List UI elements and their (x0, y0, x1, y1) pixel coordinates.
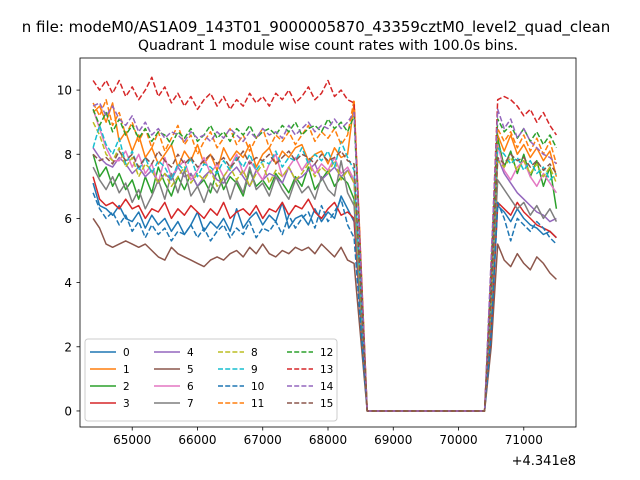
x-axis-offset-text: +4.341e8 (512, 454, 576, 469)
x-tick-label: 69000 (374, 433, 412, 447)
x-tick-label: 65000 (113, 433, 151, 447)
legend-label-13: 13 (320, 364, 333, 376)
x-tick-label: 70000 (439, 433, 477, 447)
series-line-8 (92, 121, 558, 412)
y-axis: 0 2 4 6 8 10 (57, 84, 80, 418)
y-tick-label: 8 (64, 148, 72, 162)
y-tick-label: 10 (57, 84, 72, 98)
y-tick-label: 6 (64, 212, 72, 226)
legend-label-4: 4 (187, 347, 194, 359)
legend-label-14: 14 (320, 381, 334, 393)
series-line-15 (92, 150, 558, 412)
y-tick-label: 0 (64, 404, 72, 418)
figure-suptitle: n file: modeM0/AS1A09_143T01_9000005870_… (22, 18, 611, 37)
legend-label-8: 8 (251, 347, 258, 359)
legend-label-7: 7 (187, 398, 194, 410)
y-tick-label: 2 (64, 340, 72, 354)
legend-label-12: 12 (320, 347, 333, 359)
legend-label-6: 6 (187, 381, 194, 393)
x-axis: 65000 66000 67000 68000 69000 70000 71000 (113, 427, 543, 447)
legend-label-9: 9 (251, 364, 258, 376)
legend-label-15: 15 (320, 398, 333, 410)
x-tick-label: 67000 (244, 433, 282, 447)
legend-label-2: 2 (123, 381, 130, 393)
legend-label-3: 3 (123, 398, 130, 410)
plot-frame (79, 57, 577, 428)
x-tick-label: 71000 (505, 433, 543, 447)
series-line-12 (92, 109, 558, 412)
plot-lines (92, 76, 558, 412)
x-tick-label: 66000 (178, 433, 216, 447)
legend-label-10: 10 (251, 381, 264, 393)
chart-title: Quadrant 1 module wise count rates with … (138, 38, 518, 54)
legend-label-5: 5 (187, 364, 194, 376)
y-tick-label: 4 (64, 276, 72, 290)
series-line-14 (92, 102, 557, 412)
legend-label-11: 11 (251, 398, 264, 410)
legend-label-1: 1 (123, 364, 130, 376)
legend-box (84, 338, 338, 422)
x-tick-label: 68000 (309, 433, 347, 447)
legend-label-0: 0 (123, 347, 130, 359)
